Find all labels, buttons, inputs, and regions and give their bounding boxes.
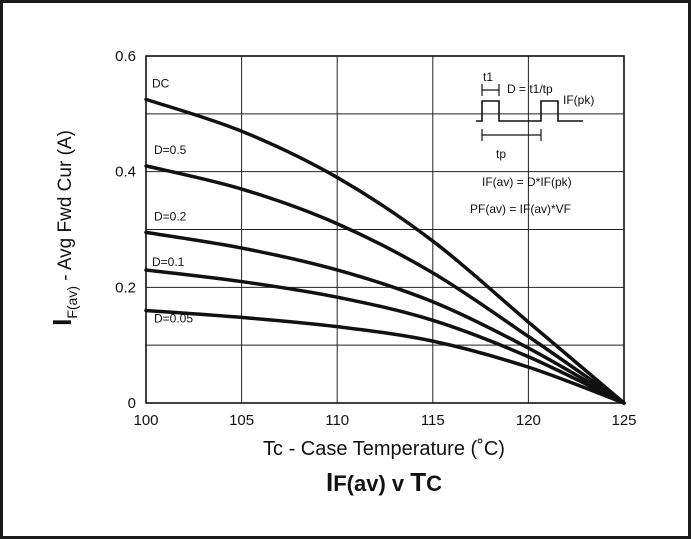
chart-title-c: C [426, 471, 442, 496]
series-lines [144, 97, 626, 405]
series-label-2: D=0.2 [154, 209, 187, 223]
inset-t1-label: t1 [483, 70, 493, 84]
x-tick-label-5: 125 [611, 412, 636, 429]
x-tick-label-2: 110 [325, 412, 349, 429]
y-axis-label-i: I [47, 319, 77, 326]
chart-title-rest: F(av) v [333, 471, 410, 496]
series-line-4 [144, 308, 626, 405]
chart-title: IF(av) v TC [326, 467, 442, 497]
y-tick-label-3: 0.6 [115, 48, 136, 65]
y-tick-label-1: 0.2 [115, 279, 136, 296]
series-labels: DC D=0.5 D=0.2 D=0.1 D=0.05 [152, 76, 193, 325]
y-axis-label-rest: - Avg Fwd Cur (A) [55, 130, 76, 286]
duty-cycle-inset: t1 D = t1/tp IF(pk) tp IF(av) = D*IF(pk)… [470, 70, 594, 216]
plot-area-border [145, 55, 625, 404]
series-line-0 [144, 97, 626, 405]
inset-eq-ifav: IF(av) = D*IF(pk) [482, 175, 572, 189]
x-tick-label-4: 120 [516, 412, 541, 429]
inset-eq-pfav: PF(av) = IF(av)*VF [470, 202, 571, 216]
y-axis-label: IF(av) - Avg Fwd Cur (A) [47, 130, 80, 326]
series-line-3 [144, 268, 626, 405]
inset-ifpk-label: IF(pk) [563, 93, 594, 107]
inset-duty-label: D = t1/tp [507, 82, 553, 96]
x-tick-label-0: 100 [133, 412, 158, 429]
x-tick-label-3: 115 [421, 412, 445, 429]
y-tick-label-2: 0.4 [115, 164, 136, 181]
series-line-2 [144, 230, 626, 405]
chart-title-i: I [326, 467, 333, 497]
inset-waveform [476, 100, 583, 122]
series-line-1 [144, 164, 626, 405]
x-tick-label-1: 105 [229, 412, 254, 429]
x-axis-label: Tc - Case Temperature (˚C) [263, 438, 505, 460]
series-label-3: D=0.1 [152, 255, 185, 269]
axes: 100 105 110 115 120 125 0 0.2 0.4 0.6 [115, 48, 636, 429]
series-label-1: D=0.5 [154, 143, 187, 157]
series-label-4: D=0.05 [154, 311, 193, 325]
chart-title-t: T [410, 467, 426, 497]
inset-tp-label: tp [496, 147, 506, 161]
series-label-0: DC [152, 76, 170, 90]
y-axis-label-sub: F(av) [64, 286, 80, 319]
y-tick-label-0: 0 [128, 395, 136, 412]
